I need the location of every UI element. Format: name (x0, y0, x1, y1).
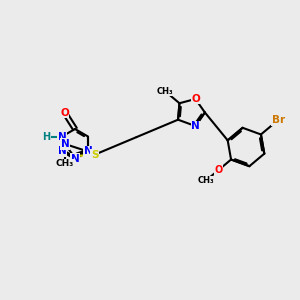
Text: N: N (84, 146, 92, 157)
Text: CH₃: CH₃ (157, 87, 173, 96)
Text: N: N (58, 131, 66, 142)
Text: S: S (91, 150, 98, 160)
Text: Br: Br (272, 115, 285, 125)
Text: N: N (58, 146, 66, 157)
Text: CH₃: CH₃ (197, 176, 214, 185)
Text: N: N (191, 121, 200, 131)
Text: H: H (42, 131, 50, 142)
Text: O: O (191, 94, 200, 104)
Text: O: O (214, 165, 223, 175)
Text: N: N (61, 139, 69, 149)
Text: CH₃: CH₃ (56, 159, 74, 168)
Text: N: N (70, 154, 80, 164)
Text: O: O (60, 107, 69, 118)
